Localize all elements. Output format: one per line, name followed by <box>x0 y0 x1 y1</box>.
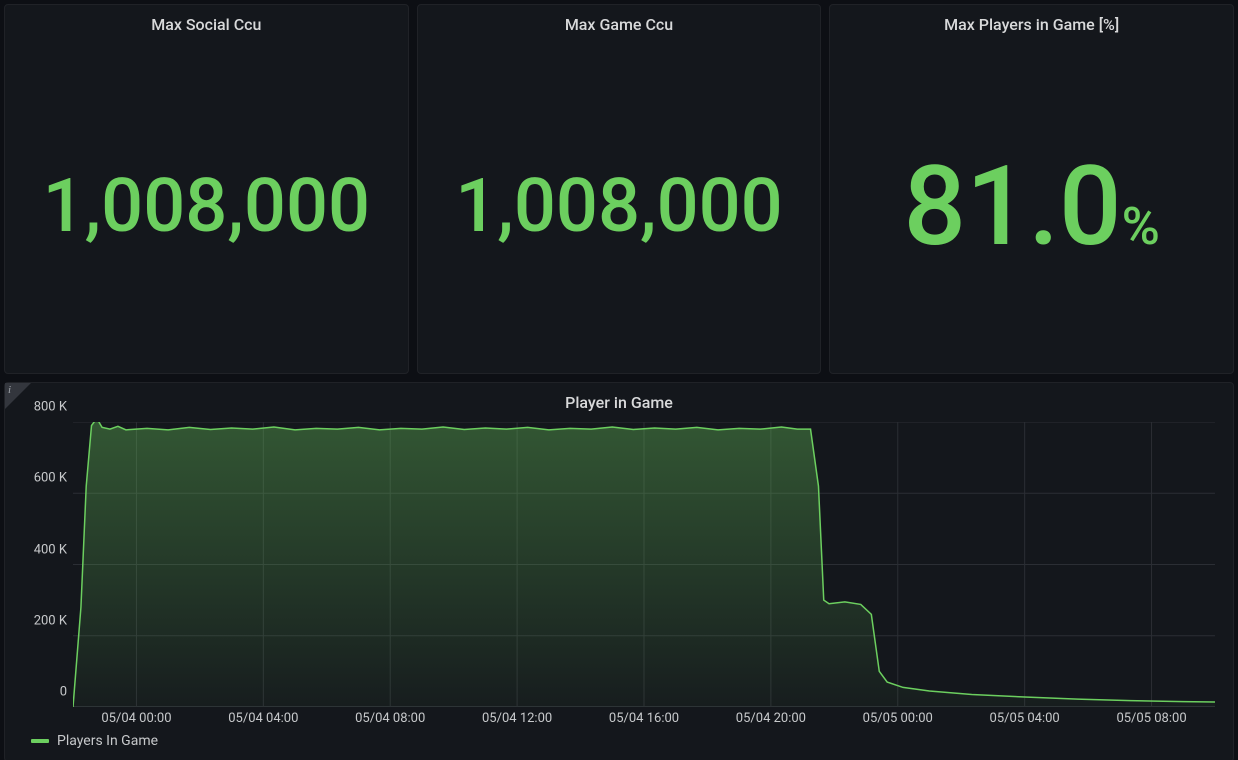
stat-unit: % <box>1122 196 1160 257</box>
stat-panel-game-ccu[interactable]: Max Game Ccu 1,008,000 <box>417 4 822 374</box>
x-tick-label: 05/05 00:00 <box>863 711 933 726</box>
x-tick-label: 05/04 20:00 <box>736 711 806 726</box>
x-tick-label: 05/04 08:00 <box>355 711 425 726</box>
x-axis: 05/04 00:00 05/04 04:00 05/04 08:00 05/04 1… <box>73 707 1215 731</box>
y-tick-label: 600 K <box>34 471 67 486</box>
panel-title: Max Social Ccu <box>5 5 408 40</box>
y-tick-label: 400 K <box>34 542 67 557</box>
y-tick-label: 0 <box>60 685 67 700</box>
stat-body: 81.0% <box>830 40 1233 373</box>
stat-value: 1,008,000 <box>43 170 371 244</box>
panel-title: Max Players in Game [%] <box>830 5 1233 40</box>
legend-swatch <box>31 739 49 743</box>
chart-panel-players-in-game[interactable]: i Player in Game 0 200 K 400 K 600 K 800 K 0… <box>4 382 1234 760</box>
chart-plot[interactable] <box>73 422 1215 707</box>
x-tick-label: 05/04 00:00 <box>101 711 171 726</box>
stat-body: 1,008,000 <box>418 40 821 373</box>
info-icon[interactable]: i <box>5 383 31 409</box>
x-tick-label: 05/05 04:00 <box>990 711 1060 726</box>
stat-panel-social-ccu[interactable]: Max Social Ccu 1,008,000 <box>4 4 409 374</box>
stat-value: 81.0 <box>903 142 1121 271</box>
chart-area: 0200 K400 K600 K800 K 05/04 00:0005/04 0… <box>5 418 1233 760</box>
x-tick-label: 05/04 16:00 <box>609 711 679 726</box>
x-tick-label: 05/05 08:00 <box>1116 711 1186 726</box>
legend-label: Players In Game <box>57 733 158 749</box>
stat-value: 1,008,000 <box>455 170 783 244</box>
x-tick-label: 05/04 04:00 <box>228 711 298 726</box>
x-tick-label: 05/04 12:00 <box>482 711 552 726</box>
panel-title: Max Game Ccu <box>418 5 821 40</box>
y-tick-label: 200 K <box>34 613 67 628</box>
chart-legend[interactable]: Players In Game <box>13 731 1215 755</box>
dashboard-grid: Max Social Ccu 1,008,000 Max Game Ccu 1,… <box>0 0 1238 760</box>
y-axis: 0200 K400 K600 K800 K <box>13 422 73 707</box>
panel-title: Player in Game <box>5 383 1233 418</box>
stat-panel-players-pct[interactable]: Max Players in Game [%] 81.0% <box>829 4 1234 374</box>
stat-body: 1,008,000 <box>5 40 408 373</box>
y-tick-label: 800 K <box>34 400 67 415</box>
